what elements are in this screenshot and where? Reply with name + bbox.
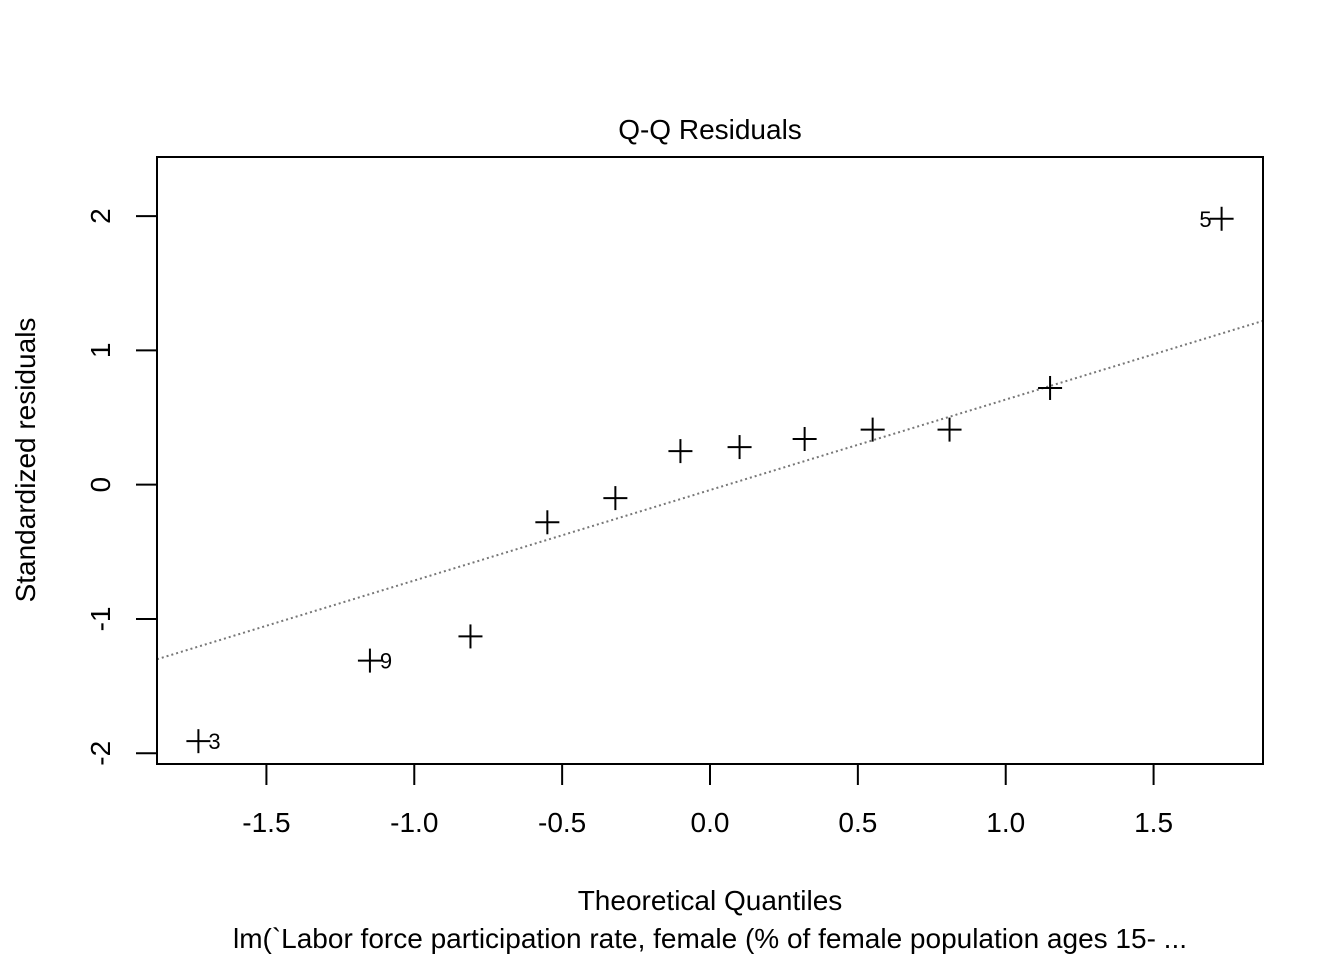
y-tick-label: -1 — [85, 607, 116, 632]
chart-title: Q-Q Residuals — [618, 114, 802, 145]
point-label: 5 — [1199, 207, 1211, 232]
data-point — [357, 648, 382, 673]
data-point — [937, 417, 962, 442]
data-point — [1038, 375, 1063, 400]
point-label: 3 — [208, 729, 220, 754]
data-point — [535, 510, 560, 535]
data-point — [668, 439, 693, 464]
y-tick-label: 1 — [85, 343, 116, 359]
y-axis-label: Standardized residuals — [10, 318, 41, 603]
data-point — [458, 624, 483, 649]
data-point — [603, 486, 628, 511]
x-tick-label: 1.0 — [986, 807, 1025, 838]
x-axis: -1.5 -1.0 -0.5 0.0 0.5 1.0 1.5 — [242, 763, 1173, 838]
x-tick-label: -1.5 — [242, 807, 290, 838]
x-tick-label: 0.0 — [691, 807, 730, 838]
x-tick-label: 1.5 — [1134, 807, 1173, 838]
data-point — [860, 417, 885, 442]
point-label: 9 — [380, 649, 392, 674]
x-tick-label: -0.5 — [538, 807, 586, 838]
y-tick-label: -2 — [85, 741, 116, 766]
data-point — [727, 435, 752, 460]
x-axis-label: Theoretical Quantiles — [578, 885, 843, 916]
y-axis: -2 -1 0 1 2 — [85, 208, 158, 766]
data-point — [1209, 206, 1234, 231]
y-tick-label: 0 — [85, 477, 116, 493]
points-layer: 3 9 5 — [186, 206, 1234, 754]
data-point — [792, 427, 817, 452]
x-tick-label: -1.0 — [390, 807, 438, 838]
chart-subtitle: lm(`Labor force participation rate, fema… — [233, 923, 1187, 954]
data-point — [186, 729, 211, 754]
x-tick-label: 0.5 — [838, 807, 877, 838]
y-tick-label: 2 — [85, 208, 116, 224]
